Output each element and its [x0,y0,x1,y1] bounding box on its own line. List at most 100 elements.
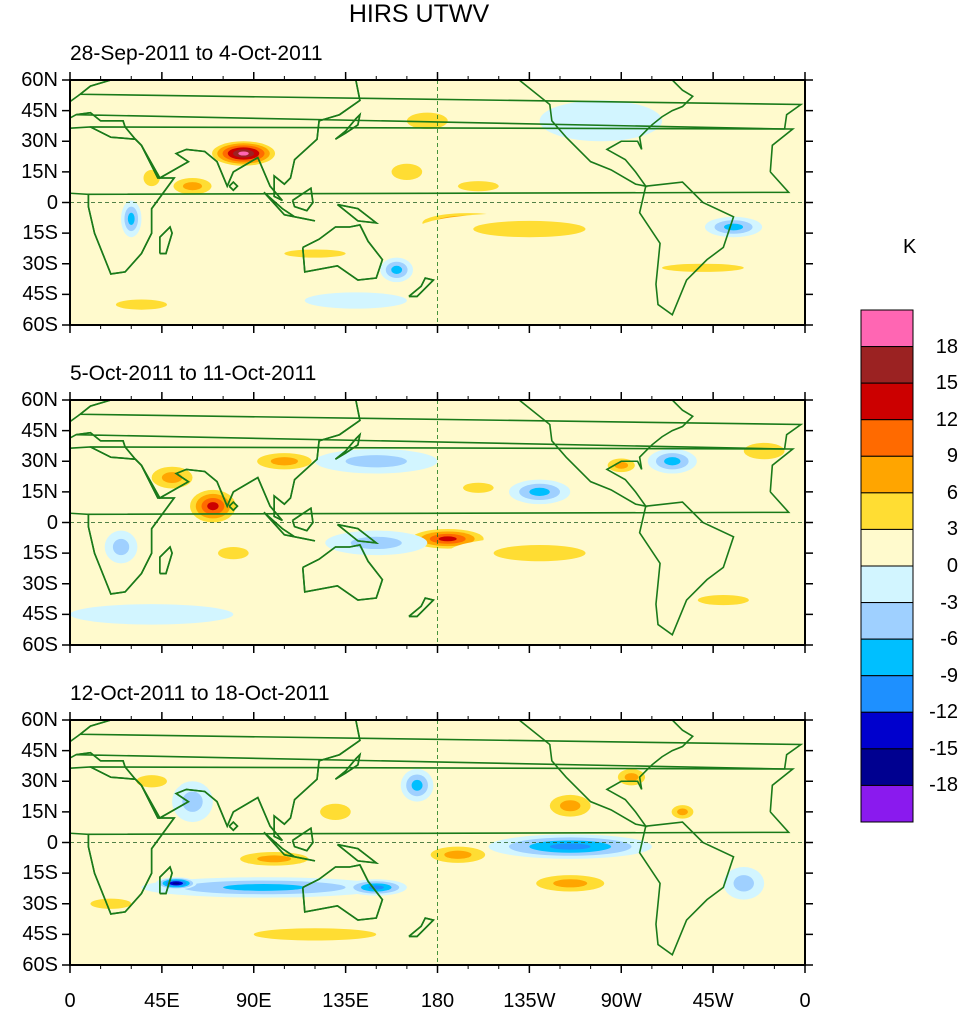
coastline [462,400,694,508]
colorbar-swatch [860,419,914,457]
coastline [291,186,314,212]
coastline [70,400,361,522]
anomaly-contour [257,855,292,863]
anomaly-contour [218,547,249,560]
colorbar [860,309,914,823]
lat-label: 60N [21,709,58,731]
anomaly-contour [182,182,203,191]
colorbar-swatch [860,748,914,786]
lon-label: 0 [64,990,76,1012]
coastline [408,917,435,938]
colorbar-label: -15 [929,737,958,760]
anomaly-contour [411,779,423,791]
lat-label: 30S [22,572,58,595]
lat-label: 60S [22,634,58,656]
anomaly-contour [444,850,472,859]
coastline [301,224,384,281]
anomaly-contour [901,880,921,886]
colorbar-swatch [860,638,914,677]
lon-label: 90W [600,990,642,1012]
anomaly-contour [624,773,639,782]
colorbar-swatch [860,382,914,421]
lat-label: 30N [21,130,58,153]
anomaly-contour [238,151,249,156]
lat-label: 60N [21,389,58,411]
lat-label: 30S [22,892,58,915]
anomaly-contour [879,170,895,186]
coastline [291,506,314,532]
anomaly-contour [947,141,963,166]
lat-label: 15S [22,862,58,885]
anomaly-contour [253,928,377,941]
anomaly-contour [908,178,946,194]
colorbar-swatch [860,309,914,348]
anomaly-contour [304,292,407,309]
anomaly-contour [182,791,203,812]
anomaly-contour [876,877,963,897]
coastline [70,80,361,202]
coastline [263,831,316,862]
lat-label: 15N [21,800,58,823]
anomaly-contour [904,881,918,885]
coastline [336,843,379,865]
coastline [408,597,435,618]
lat-label: 60N [21,69,58,91]
lat-label: 30N [21,770,58,793]
anomaly-contour [870,162,903,195]
anomaly-contour [539,100,663,142]
coastline [408,277,435,298]
anomaly-contour [917,881,963,895]
lon-label: 180 [420,990,455,1012]
colorbar-label: -3 [940,591,958,614]
anomaly-contour [473,220,586,238]
anomaly-contour [825,899,866,909]
colorbar-swatch [860,346,914,384]
anomaly-contour [161,472,183,484]
coastline [336,203,379,225]
coastline [70,126,176,275]
coastline [462,720,694,828]
colorbar-swatch [860,492,914,530]
anomaly-contour [664,457,681,466]
colorbar-label: -12 [929,701,958,724]
lat-label: 45N [21,419,58,442]
anomaly-contour [560,800,581,812]
lat-label: 15N [21,160,58,183]
anomaly-contour [928,922,963,947]
colorbar-swatch [860,675,914,713]
anomaly-contour [952,143,963,163]
lon-label: 135E [322,990,369,1012]
anomaly-contour [733,875,754,892]
lat-label: 30N [21,450,58,473]
lat-label: 15S [22,222,58,245]
anomaly-contour [898,879,925,887]
colorbar-swatch [860,528,914,567]
map-panel-1 [62,72,963,333]
anomaly-contour [958,884,963,891]
map-panel-3 [62,712,963,973]
anomaly-contour [438,536,457,542]
colorbar-label: 12 [935,408,958,431]
anomaly-contour [391,163,423,181]
colorbar-label: 6 [946,481,958,504]
anomaly-contour [863,213,870,225]
coastline [228,820,239,832]
figure-title: HIRS UTWV [348,0,490,28]
anomaly-contour [743,442,785,460]
anomaly-contour [553,879,588,888]
anomaly-contour [958,849,963,869]
coastline [263,191,316,222]
colorbar-label: 18 [935,335,958,358]
anomaly-contour [805,894,887,914]
anomaly-contour [614,461,629,469]
coastline [301,544,384,601]
lon-label: 135W [503,990,556,1012]
coastline [334,752,362,780]
anomaly-contour [457,181,499,192]
lat-label: 45S [22,603,58,626]
colorbar-label: 15 [935,372,958,395]
coastline [159,225,173,255]
panel-2-title: 5-Oct-2011 to 11-Oct-2011 [70,362,317,385]
anomaly-contour [662,263,744,272]
lat-label: 45S [22,923,58,946]
